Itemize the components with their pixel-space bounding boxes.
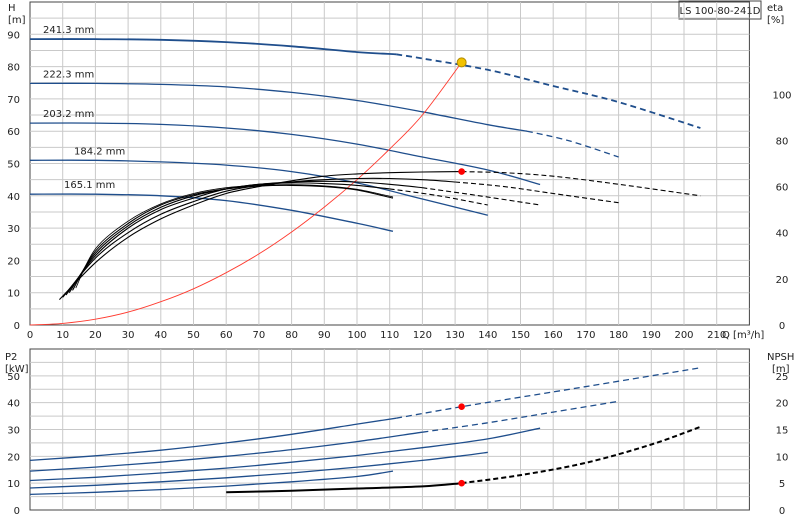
npsh-point-marker — [458, 480, 465, 487]
eta-tick-label: 0 — [779, 321, 785, 332]
eta-tick-label: 80 — [776, 136, 789, 147]
diameter-label: 222.3 mm — [43, 69, 94, 80]
npsh-tick-label: 0 — [779, 506, 785, 517]
bottom-y-left-label: P2 — [5, 352, 17, 363]
tick-layer: 0 10 20 30 40 50 60 70 80 90 100 110 120 130 140 150 160… — [7, 30, 791, 517]
x-tick-label: 30 — [122, 330, 135, 341]
x-tick-label: 160 — [544, 330, 563, 341]
h-tick-label: 80 — [7, 63, 20, 74]
p2-tick-label: 30 — [7, 426, 20, 437]
x-tick-label: 210 — [707, 330, 726, 341]
x-tick-label: 90 — [318, 330, 331, 341]
h-tick-label: 0 — [14, 321, 20, 332]
eta-tick-label: 20 — [776, 275, 789, 286]
diameter-label: 241.3 mm — [43, 25, 94, 36]
p2-tick-label: 0 — [14, 506, 20, 517]
grid-layer — [30, 2, 749, 510]
x-tick-label: 80 — [285, 330, 298, 341]
x-tick-label: 40 — [154, 330, 167, 341]
p2-tick-label: 10 — [7, 479, 20, 490]
x-tick-label: 100 — [347, 330, 366, 341]
x-tick-label: 70 — [253, 330, 266, 341]
eta-tick-label: 60 — [776, 183, 789, 194]
x-tick-label: 50 — [187, 330, 200, 341]
npsh-tick-label: 5 — [779, 479, 785, 490]
p2-tick-label: 20 — [7, 452, 20, 463]
h-tick-label: 20 — [7, 256, 20, 267]
top-head-curve-extension — [527, 131, 619, 157]
bottom-power-curve — [30, 418, 396, 460]
bottom-npsh-curve — [226, 483, 461, 492]
top-y-right-label: eta — [767, 3, 783, 14]
top-y-left-label: H — [8, 3, 16, 14]
eta-tick-label: 100 — [772, 90, 791, 101]
h-tick-label: 10 — [7, 289, 20, 300]
npsh-tick-label: 10 — [776, 452, 789, 463]
x-tick-label: 0 — [27, 330, 33, 341]
chart-title: LS 100-80-241D — [680, 6, 761, 17]
diameter-label: 203.2 mm — [43, 109, 94, 120]
duty-point-marker — [457, 58, 466, 67]
npsh-tick-label: 25 — [776, 372, 789, 383]
point-layer — [457, 58, 466, 487]
top-efficiency-curve-extension — [462, 172, 701, 196]
top-efficiency-curve-extension — [455, 182, 618, 203]
x-tick-label: 190 — [642, 330, 661, 341]
diameter-label: 184.2 mm — [74, 146, 125, 157]
x-tick-label: 200 — [674, 330, 693, 341]
h-tick-label: 90 — [7, 30, 20, 41]
power-point-marker — [458, 403, 465, 410]
x-tick-label: 140 — [478, 330, 497, 341]
series-layer: 241.3 mm 222.3 mm 203.2 mm 184.2 mm 165.1 mm — [30, 25, 700, 494]
bottom-npsh-curve-extension — [462, 427, 701, 483]
h-tick-label: 50 — [7, 160, 20, 171]
h-tick-label: 60 — [7, 127, 20, 138]
x-tick-label: 10 — [56, 330, 69, 341]
top-head-curve — [30, 83, 527, 131]
h-tick-label: 30 — [7, 224, 20, 235]
eta-tick-label: 40 — [776, 229, 789, 240]
top-y-right-unit: [%] — [767, 15, 784, 26]
bottom-y-right-label: NPSH — [767, 352, 794, 363]
top-head-curve — [30, 194, 393, 231]
x-tick-label: 110 — [380, 330, 399, 341]
npsh-tick-label: 20 — [776, 399, 789, 410]
x-tick-label: 150 — [511, 330, 530, 341]
efficiency-point-marker — [458, 168, 465, 175]
top-x-label: Q [m³/h] — [722, 330, 764, 341]
h-tick-label: 70 — [7, 95, 20, 106]
npsh-tick-label: 15 — [776, 426, 789, 437]
x-tick-label: 170 — [576, 330, 595, 341]
p2-tick-label: 40 — [7, 399, 20, 410]
x-tick-label: 130 — [446, 330, 465, 341]
x-tick-label: 120 — [413, 330, 432, 341]
x-tick-label: 20 — [89, 330, 102, 341]
top-head-curve-extension — [396, 54, 700, 128]
h-tick-label: 40 — [7, 192, 20, 203]
top-y-left-unit: [m] — [8, 15, 26, 26]
x-tick-label: 180 — [609, 330, 628, 341]
diameter-label: 165.1 mm — [64, 180, 115, 191]
top-head-curve — [30, 39, 396, 54]
x-tick-label: 60 — [220, 330, 233, 341]
p2-tick-label: 50 — [7, 372, 20, 383]
